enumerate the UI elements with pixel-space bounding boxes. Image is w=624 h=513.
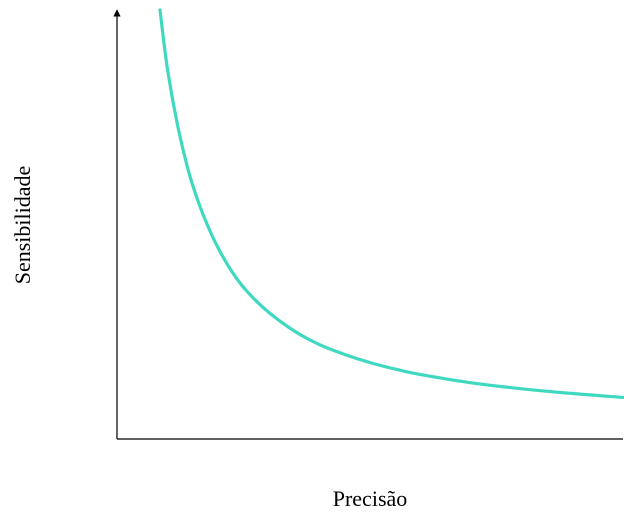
x-axis-label: Precisão — [333, 486, 408, 511]
y-axis-label: Sensibilidade — [10, 166, 35, 285]
plot-area — [113, 8, 624, 440]
series-line-0 — [158, 8, 624, 399]
